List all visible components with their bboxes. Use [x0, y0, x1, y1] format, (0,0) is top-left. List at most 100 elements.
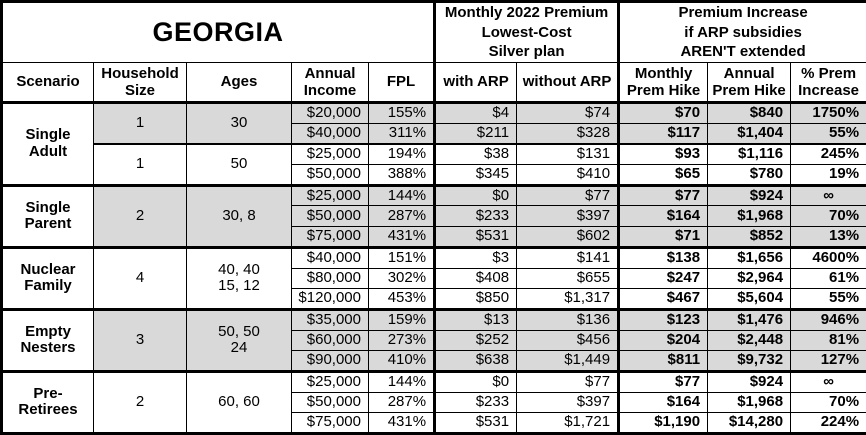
scenario-cell: Empty Nesters [1, 307, 94, 372]
pct-prem-increase-cell: 224% [790, 412, 866, 434]
annual-income-cell: $25,000 [291, 369, 369, 393]
fpl-cell: 144% [367, 369, 436, 393]
fpl-cell: 410% [367, 350, 436, 372]
annual-prem-hike-cell: $780 [707, 164, 792, 186]
col-header-pct-prem-increase: % Prem Increase [790, 61, 866, 103]
with-arp-cell: $3 [433, 245, 518, 269]
fpl-cell: 431% [367, 226, 436, 248]
increase-group-header: Premium Increase if ARP subsidies AREN'T… [617, 1, 866, 63]
with-arp-cell: $531 [433, 412, 518, 434]
monthly-prem-hike-cell: $117 [617, 122, 709, 145]
annual-income-cell: $120,000 [291, 288, 369, 310]
pct-prem-increase-cell: 245% [790, 142, 866, 166]
without-arp-cell: $1,721 [516, 412, 620, 434]
household-size-cell: 2 [93, 183, 187, 248]
monthly-prem-hike-cell: $65 [617, 164, 709, 186]
group-header-row: GEORGIA Monthly 2022 Premium Lowest-Cost… [0, 1, 866, 63]
pct-prem-increase-cell: 55% [790, 288, 866, 310]
table-body: Single Adult 1 30 $20,000 155% $4 $74 $70 $840 17… [1, 100, 866, 435]
fpl-cell: 194% [367, 142, 436, 166]
without-arp-cell: $131 [516, 142, 620, 166]
fpl-cell: 155% [367, 101, 436, 124]
annual-prem-hike-cell: $1,404 [707, 122, 792, 145]
annual-income-cell: $60,000 [291, 329, 369, 352]
monthly-prem-hike-cell: $247 [617, 267, 709, 290]
fpl-cell: 144% [367, 183, 436, 207]
household-size-cell: 2 [93, 369, 187, 435]
with-arp-cell: $233 [433, 391, 518, 414]
annual-income-cell: $80,000 [291, 267, 369, 290]
with-arp-cell: $38 [433, 142, 518, 166]
ages-cell: 40, 40 15, 12 [186, 245, 292, 310]
pct-prem-increase-cell: 70% [790, 391, 866, 414]
without-arp-cell: $397 [516, 391, 620, 414]
annual-income-cell: $40,000 [291, 122, 369, 145]
annual-prem-hike-cell: $1,968 [707, 205, 792, 228]
column-header-row: Scenario Household Size Ages Annual Inco… [1, 61, 866, 103]
pct-prem-increase-cell: 70% [790, 205, 866, 228]
monthly-prem-hike-cell: $71 [617, 226, 709, 248]
table-row: Single Parent 2 30, 8 $25,000 144% $0 $77 $77 $9… [1, 183, 866, 248]
annual-prem-hike-cell: $2,964 [707, 267, 792, 290]
ages-cell: 50 [186, 142, 292, 186]
without-arp-cell: $77 [516, 183, 620, 207]
with-arp-cell: $408 [433, 267, 518, 290]
annual-income-cell: $25,000 [291, 183, 369, 207]
pct-prem-increase-cell: 19% [790, 164, 866, 186]
monthly-prem-hike-cell: $70 [617, 101, 709, 124]
table-row: 1 50 $25,000 194% $38 $131 $93 $1,116 245% [2, 142, 866, 186]
pct-prem-increase-cell: 55% [790, 122, 866, 145]
with-arp-cell: $638 [433, 350, 518, 372]
household-size-cell: 4 [93, 245, 187, 310]
pct-prem-increase-cell: 4600% [790, 245, 866, 269]
annual-prem-hike-cell: $852 [707, 226, 792, 248]
without-arp-cell: $456 [516, 329, 620, 352]
fpl-cell: 431% [367, 412, 436, 434]
household-size-cell: 1 [93, 142, 187, 186]
without-arp-cell: $1,317 [516, 288, 620, 310]
state-title: GEORGIA [0, 1, 436, 63]
table-row: Single Adult 1 30 $20,000 155% $4 $74 $70 $840 17… [1, 100, 866, 186]
annual-prem-hike-cell: $5,604 [707, 288, 792, 310]
without-arp-cell: $141 [516, 245, 620, 269]
without-arp-cell: $410 [516, 164, 620, 186]
scenario-cell: Single Parent [1, 183, 94, 248]
annual-income-cell: $35,000 [291, 307, 369, 331]
col-header-monthly-prem-hike: Monthly Prem Hike [617, 61, 709, 103]
ages-cell: 30, 8 [186, 183, 292, 248]
fpl-cell: 388% [367, 164, 436, 186]
annual-prem-hike-cell: $9,732 [707, 350, 792, 372]
col-header-household-size: Household Size [93, 61, 187, 103]
without-arp-cell: $77 [516, 369, 620, 393]
monthly-prem-hike-cell: $164 [617, 205, 709, 228]
household-size-cell: 1 [93, 100, 187, 145]
ages-cell: 50, 50 24 [186, 307, 292, 372]
annual-income-cell: $50,000 [291, 391, 369, 414]
col-header-without-arp: without ARP [516, 61, 620, 103]
with-arp-cell: $531 [433, 226, 518, 248]
fpl-cell: 273% [367, 329, 436, 352]
pct-prem-increase-cell: ∞ [790, 183, 866, 207]
annual-prem-hike-cell: $1,656 [707, 245, 792, 269]
monthly-prem-hike-cell: $467 [617, 288, 709, 310]
annual-prem-hike-cell: $2,448 [707, 329, 792, 352]
scenario-cell: Nuclear Family [1, 245, 94, 310]
col-header-annual-income: Annual Income [291, 61, 369, 103]
with-arp-cell: $211 [433, 122, 518, 145]
without-arp-cell: $655 [516, 267, 620, 290]
table-row: Nuclear Family 4 40, 40 15, 12 $40,000 151% $… [1, 245, 866, 310]
with-arp-cell: $233 [433, 205, 518, 228]
pct-prem-increase-cell: 1750% [790, 101, 866, 124]
col-header-fpl: FPL [367, 61, 436, 103]
with-arp-cell: $0 [433, 369, 518, 393]
table-row: $40,000 311% $211 $328 $117 $1,404 55% [2, 122, 866, 145]
pct-prem-increase-cell: ∞ [790, 369, 866, 393]
annual-prem-hike-cell: $924 [707, 369, 792, 393]
monthly-prem-hike-cell: $77 [617, 183, 709, 207]
table-row: $75,000 431% $531 $602 $71 $852 13% [2, 226, 866, 248]
col-header-ages: Ages [186, 61, 292, 103]
without-arp-cell: $328 [516, 122, 620, 145]
ages-cell: 30 [186, 100, 292, 145]
premium-group-header: Monthly 2022 Premium Lowest-Cost Silver … [433, 1, 620, 63]
